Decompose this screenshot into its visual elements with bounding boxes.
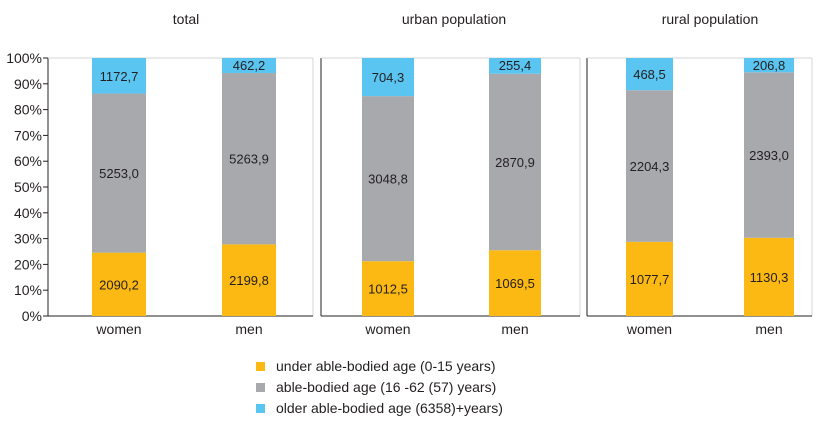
bar-segment-men-1 bbox=[222, 244, 276, 316]
x-tick-label: women bbox=[95, 321, 141, 337]
y-tick-label: 0% bbox=[22, 308, 42, 324]
legend-label-under-age: under able-bodied age (0-15 years) bbox=[276, 358, 496, 374]
bar-segment-women-1 bbox=[92, 252, 146, 316]
data-label: 3048,8 bbox=[368, 172, 408, 187]
data-label: 2090,2 bbox=[99, 277, 139, 292]
data-label: 255,4 bbox=[499, 58, 532, 73]
x-tick-label: women bbox=[626, 321, 672, 337]
data-label: 704,3 bbox=[372, 70, 405, 85]
data-label: 1069,5 bbox=[495, 276, 535, 291]
bar-segment-men-2 bbox=[489, 73, 541, 251]
chart: 0% 10% 20% 30% 40% 50% 60% 70% 80% 90% 100% total 2… bbox=[6, 11, 813, 337]
legend-item-older-age: older able-bodied age (6358)+years) bbox=[256, 398, 503, 419]
bar-segment-women-3 bbox=[92, 58, 146, 94]
x-tick-label: women bbox=[364, 321, 410, 337]
bar-segment-women-1 bbox=[362, 261, 414, 316]
bar-segment-men-1 bbox=[744, 237, 794, 316]
y-tick-label: 70% bbox=[14, 127, 42, 143]
bar-segment-men-3 bbox=[222, 58, 276, 74]
bar-segment-men-3 bbox=[489, 58, 541, 74]
data-label: 2393,0 bbox=[749, 148, 789, 163]
panel-title: rural population bbox=[662, 11, 759, 27]
panel-title: total bbox=[173, 11, 199, 27]
data-label: 5263,9 bbox=[229, 152, 269, 167]
y-tick-label: 20% bbox=[14, 256, 42, 272]
legend-swatch-under-age bbox=[256, 362, 265, 371]
x-tick-label: men bbox=[755, 321, 782, 337]
bar-segment-men-1 bbox=[489, 250, 541, 316]
data-label: 2870,9 bbox=[495, 155, 535, 170]
bar-segment-women-2 bbox=[626, 90, 673, 242]
data-label: 206,8 bbox=[753, 58, 786, 73]
y-tick-label: 80% bbox=[14, 102, 42, 118]
legend-swatch-older-age bbox=[256, 404, 265, 413]
y-tick-label: 60% bbox=[14, 153, 42, 169]
legend-label-able-bodied: able-bodied age (16 -62 (57) years) bbox=[276, 379, 497, 395]
bar-segment-women-2 bbox=[362, 96, 414, 262]
legend-swatch-able-bodied bbox=[256, 383, 265, 392]
legend-item-under-age: under able-bodied age (0-15 years) bbox=[256, 356, 503, 377]
legend-item-able-bodied: able-bodied age (16 -62 (57) years) bbox=[256, 377, 503, 398]
legend-label-older-age: older able-bodied age (6358)+years) bbox=[276, 400, 503, 416]
data-label: 1077,7 bbox=[630, 272, 670, 287]
panel-3: rural population 1077,7 2204,3 468,5 women 11… bbox=[586, 11, 813, 337]
data-label: 2204,3 bbox=[630, 159, 670, 174]
y-tick-label: 100% bbox=[6, 50, 42, 66]
bar-segment-women-2 bbox=[92, 93, 146, 253]
panel-title: urban population bbox=[402, 11, 506, 27]
panel-1: total 2090,2 5253,0 1172,7 women 2199,8 5263,9… bbox=[43, 11, 314, 337]
bar-segment-women-3 bbox=[362, 58, 414, 97]
data-label: 1172,7 bbox=[100, 69, 139, 84]
legend: under able-bodied age (0-15 years) able-… bbox=[256, 356, 503, 419]
bar-segment-men-2 bbox=[744, 72, 794, 238]
y-tick-label: 10% bbox=[14, 282, 42, 298]
x-tick-label: men bbox=[501, 321, 528, 337]
bar-segment-men-2 bbox=[222, 73, 276, 245]
data-label: 5253,0 bbox=[99, 166, 139, 181]
panel-2: urban population 1012,5 3048,8 704,3 women 10… bbox=[320, 11, 581, 337]
bar-segment-men-3 bbox=[744, 58, 794, 73]
y-tick-label: 40% bbox=[14, 205, 42, 221]
chart-panels: total 2090,2 5253,0 1172,7 women 2199,8 5263,9… bbox=[43, 11, 813, 337]
data-label: 462,2 bbox=[233, 58, 266, 73]
data-label: 1012,5 bbox=[368, 282, 408, 297]
x-tick-label: men bbox=[235, 321, 262, 337]
y-tick-label: 30% bbox=[14, 231, 42, 247]
bar-segment-women-3 bbox=[626, 58, 673, 91]
data-label: 1130,3 bbox=[750, 270, 789, 285]
data-label: 468,5 bbox=[633, 67, 666, 82]
y-tick-label: 90% bbox=[14, 76, 42, 92]
y-axis: 0% 10% 20% 30% 40% 50% 60% 70% 80% 90% 100% bbox=[6, 50, 42, 324]
y-tick-label: 50% bbox=[14, 179, 42, 195]
data-label: 2199,8 bbox=[229, 273, 269, 288]
bar-segment-women-1 bbox=[626, 241, 673, 316]
